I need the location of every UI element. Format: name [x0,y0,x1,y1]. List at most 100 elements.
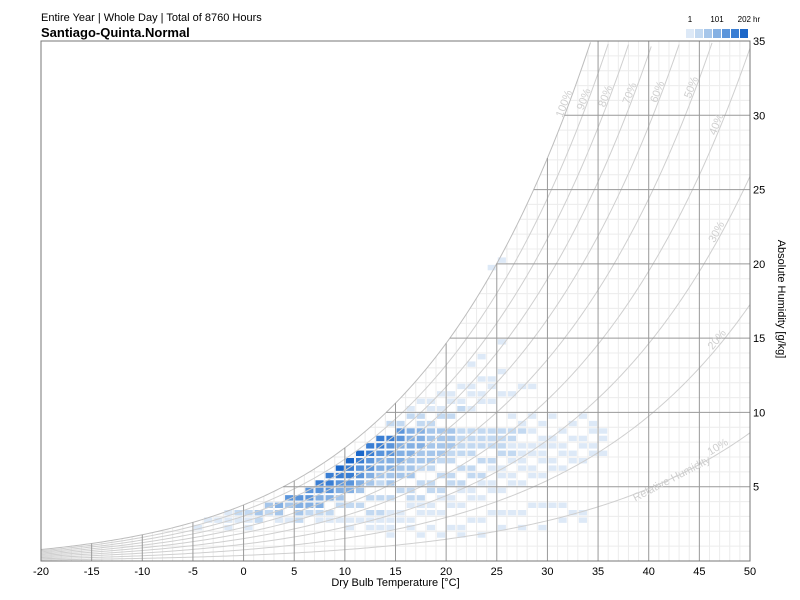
heatmap-cell [406,495,415,501]
heatmap-cell [335,472,344,479]
heatmap-cell [538,524,547,531]
x-tick-label: 10 [339,566,351,578]
heatmap-cell [599,428,608,434]
heatmap-cell [578,458,587,464]
heatmap-cell [457,428,466,434]
heatmap-cell [518,458,527,464]
heatmap-cell [376,524,385,531]
heatmap-cell [467,487,476,494]
heatmap-cell [295,517,304,523]
rh-curve [40,43,609,552]
heatmap-cell [518,450,527,456]
heatmap-cell [366,472,375,479]
heatmap-cell [386,510,395,516]
heatmap-cell [467,517,476,523]
heatmap-cell [437,391,446,397]
heatmap-cell [315,495,324,501]
heatmap-cell [315,480,324,486]
heatmap-cell [406,450,415,456]
x-tick-label: 20 [440,566,452,578]
legend-mid-label: 101 [710,15,724,24]
heatmap-cell [538,472,547,479]
heatmap-cell [528,502,537,508]
heatmap-cell [497,472,506,479]
heatmap-cell [558,465,567,471]
heatmap-cell [497,450,506,456]
heatmap-cell [416,398,425,404]
legend-max-label: 202 [738,15,752,24]
heatmap-cell [518,428,527,434]
heatmap-cell [487,510,496,516]
heatmap-cell [315,517,324,523]
heatmap-cell [477,480,486,486]
x-tick-label: -5 [188,566,198,578]
x-tick-label: 35 [592,566,604,578]
heatmap-cell [355,450,365,456]
heatmap-cell [457,406,466,412]
y-tick-label: 5 [753,482,759,494]
heatmap-cell [335,502,344,508]
legend-unit-label: hr [753,15,760,24]
heatmap-cell [386,480,395,486]
heatmap-cell [396,450,405,456]
heatmap-cell [386,472,395,479]
legend-swatches [686,29,748,38]
heatmap-cell [204,517,213,523]
heatmap-cell [518,383,527,390]
heatmap-cell [477,517,486,523]
heatmap-cell [285,495,294,501]
y-tick-label: 30 [753,110,765,122]
heatmap-cell [507,435,517,442]
heatmap-cell [396,435,405,442]
rh-label: 50% [682,75,701,100]
heatmap-cell [406,465,415,471]
heatmap-cell [497,428,506,434]
heatmap-cell [305,502,314,508]
heatmap-cell [416,450,425,456]
heatmap-cell [396,510,405,516]
heatmap-cell [254,510,263,516]
heatmap-cell [366,510,375,516]
heatmap-cell [497,524,506,531]
heatmap-cell [588,443,598,449]
heatmap-cell [457,502,466,508]
heatmap-cell [437,443,446,449]
heatmap-cell [568,435,577,442]
heatmap-cell [406,443,415,449]
heatmap-cell [518,465,527,471]
heatmap-cell [477,398,486,404]
heatmap-cell [244,524,253,531]
heatmap-cell [437,487,446,494]
heatmap-cell [538,420,547,427]
heatmap-cell [437,472,446,479]
heatmap-cell [487,458,496,464]
heatmap-cell [426,487,436,494]
heatmap-cell [487,487,496,494]
y-axis-ticks: 5 10 15 20 25 30 35 [753,36,765,494]
heatmap-cell [487,465,496,471]
legend-swatch [740,29,748,38]
heatmap-cell [457,435,466,442]
heatmap-cell [507,480,517,486]
heatmap-cell [416,435,425,442]
heatmap-cell [437,435,446,442]
heatmap-cell [295,502,304,508]
y-tick-label: 10 [753,407,765,419]
heatmap-cell [274,510,284,516]
heatmap-cell [518,510,527,516]
rh-axis-label: Relative Humidity [631,454,713,504]
heatmap-cell [467,443,476,449]
heatmap-cell [467,435,476,442]
heatmap-cell [366,458,375,464]
heatmap-cell [497,368,506,375]
heatmap-cell [345,517,354,523]
x-tick-label: 50 [744,566,756,578]
heatmap-cell [315,510,324,516]
heatmap-cell [295,495,304,501]
heatmap-cell [396,420,405,427]
heatmap-cell [538,435,547,442]
heatmap-cell [325,487,334,494]
heatmap-cell [497,487,506,494]
heatmap-cell [507,413,517,419]
